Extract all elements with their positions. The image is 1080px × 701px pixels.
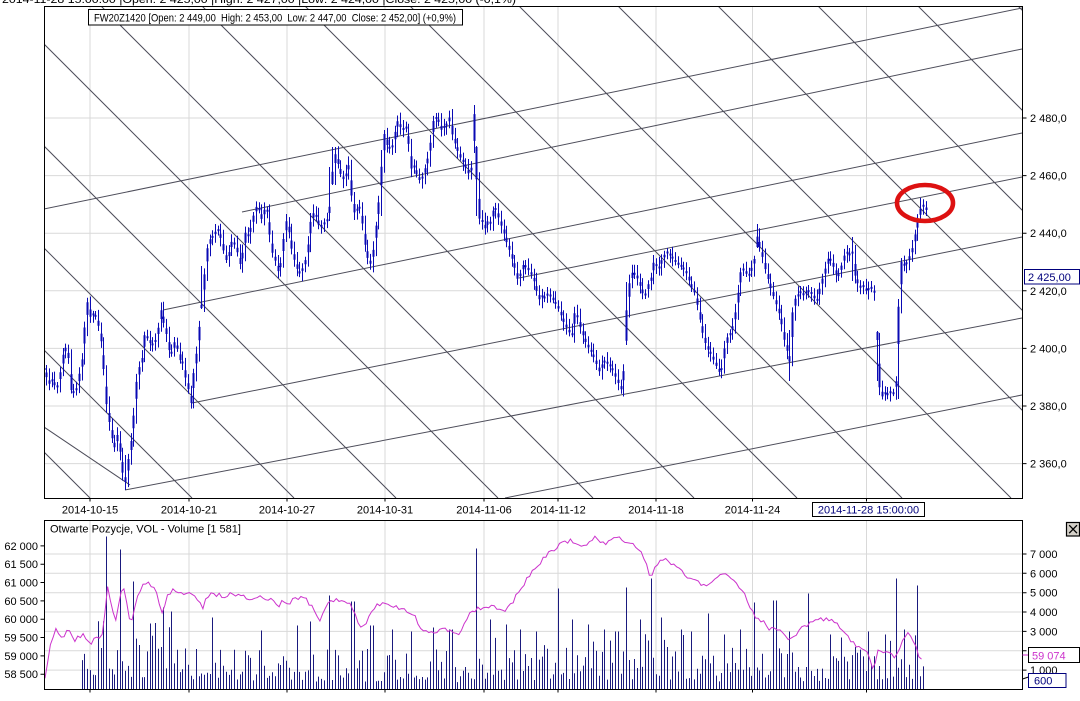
svg-text:59 074: 59 074 [1032, 651, 1066, 663]
svg-text:7 000: 7 000 [1030, 549, 1058, 561]
svg-text:2014-11-18: 2014-11-18 [628, 505, 683, 517]
svg-text:6 000: 6 000 [1030, 568, 1058, 580]
svg-text:Otwarte Pozycje, VOL - Volume: Otwarte Pozycje, VOL - Volume [1 581] [50, 524, 241, 536]
svg-text:62 000: 62 000 [4, 541, 38, 553]
svg-text:60 500: 60 500 [4, 596, 38, 608]
svg-text:2 480,0: 2 480,0 [1030, 113, 1067, 125]
svg-text:FW20Z1420 [Open: 2 449,00 Hig: FW20Z1420 [Open: 2 449,00 High: 2 453,00… [94, 13, 456, 25]
svg-text:61 500: 61 500 [4, 559, 38, 571]
svg-text:3 000: 3 000 [1030, 626, 1058, 638]
svg-text:58 500: 58 500 [4, 669, 38, 681]
svg-text:2 460,0: 2 460,0 [1030, 171, 1067, 183]
svg-text:59 000: 59 000 [4, 651, 38, 663]
svg-text:2014-11-24: 2014-11-24 [725, 505, 780, 517]
svg-text:2014-11-12: 2014-11-12 [530, 505, 585, 517]
svg-text:2 420,0: 2 420,0 [1030, 286, 1067, 298]
svg-text:2 400,0: 2 400,0 [1030, 343, 1067, 355]
svg-text:600: 600 [1034, 676, 1052, 688]
svg-text:2014-10-21: 2014-10-21 [161, 505, 217, 517]
svg-text:61 000: 61 000 [4, 578, 38, 590]
svg-text:2014-11-06: 2014-11-06 [456, 505, 511, 517]
svg-text:2014-10-31: 2014-10-31 [357, 505, 413, 517]
svg-text:59 500: 59 500 [4, 633, 38, 645]
svg-text:5 000: 5 000 [1030, 588, 1058, 600]
svg-text:2014-11-28 15:00:00: 2014-11-28 15:00:00 [818, 505, 919, 517]
svg-text:2014-10-27: 2014-10-27 [259, 505, 315, 517]
svg-text:2 425,00: 2 425,00 [1028, 272, 1071, 284]
svg-text:2014-10-15: 2014-10-15 [62, 505, 118, 517]
svg-text:2 380,0: 2 380,0 [1030, 401, 1067, 413]
svg-text:2 440,0: 2 440,0 [1030, 228, 1067, 240]
svg-text:4 000: 4 000 [1030, 607, 1058, 619]
svg-text:2014-11-28 15:00:00 |Open: 2 4: 2014-11-28 15:00:00 |Open: 2 425,00 |Hig… [2, 0, 516, 6]
svg-text:2 360,0: 2 360,0 [1030, 459, 1067, 471]
svg-text:60 000: 60 000 [4, 614, 38, 626]
